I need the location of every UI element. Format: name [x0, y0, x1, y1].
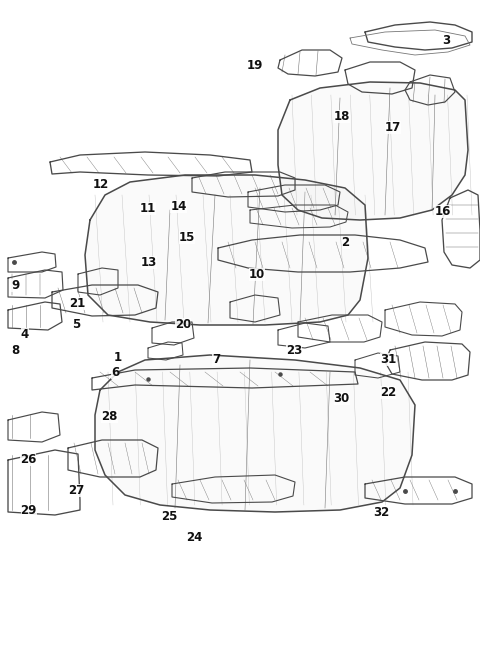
Text: 11: 11	[140, 202, 156, 215]
Text: 32: 32	[373, 506, 390, 520]
Text: 22: 22	[380, 386, 396, 399]
Text: 9: 9	[11, 279, 20, 292]
Text: 26: 26	[20, 453, 36, 466]
Text: 20: 20	[175, 318, 192, 331]
Text: 25: 25	[161, 510, 177, 523]
Text: 27: 27	[68, 484, 84, 497]
Polygon shape	[278, 82, 468, 220]
Polygon shape	[85, 175, 368, 325]
Text: 21: 21	[69, 297, 85, 310]
Text: 19: 19	[246, 59, 263, 72]
Polygon shape	[95, 355, 415, 512]
Text: 18: 18	[334, 110, 350, 123]
Text: 17: 17	[384, 121, 401, 134]
Text: 3: 3	[443, 34, 450, 47]
Text: 4: 4	[21, 328, 29, 341]
Text: 5: 5	[72, 318, 80, 331]
Text: 6: 6	[111, 366, 120, 379]
Text: 1: 1	[114, 351, 121, 364]
Text: 15: 15	[179, 231, 195, 244]
Text: 29: 29	[21, 504, 37, 517]
Text: 13: 13	[141, 256, 157, 269]
Text: 24: 24	[186, 531, 203, 544]
Text: 7: 7	[212, 353, 220, 366]
Text: 30: 30	[334, 392, 350, 405]
Text: 23: 23	[286, 344, 302, 358]
Text: 31: 31	[380, 353, 396, 366]
Text: 8: 8	[11, 344, 20, 358]
Text: 12: 12	[93, 178, 109, 192]
Text: 28: 28	[101, 410, 118, 423]
Text: 2: 2	[342, 236, 349, 249]
Text: 10: 10	[249, 268, 265, 281]
Text: 14: 14	[170, 200, 187, 213]
Text: 16: 16	[434, 205, 451, 218]
